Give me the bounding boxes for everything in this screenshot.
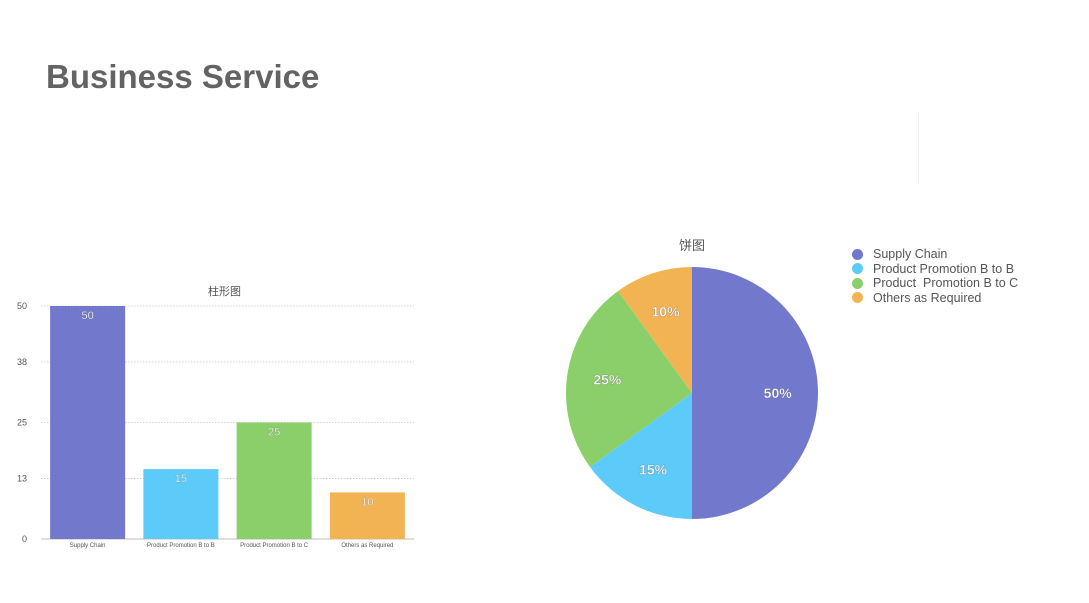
bar-mark [50, 306, 126, 539]
bar-x-tick-label: Others as Required [341, 543, 393, 549]
bar-data-label: 25 [268, 427, 280, 439]
legend-label: Product Promotion B to C [873, 276, 1019, 291]
bar-mark [329, 492, 405, 539]
bar-mark [143, 469, 219, 539]
legend-swatch [852, 248, 863, 260]
bar-data-label: 10 [361, 496, 373, 508]
legend-item: Others as Required [852, 291, 1018, 306]
bar-y-tick-label: 50 [17, 301, 27, 311]
bar-x-tick-label: Product Promotion B to B [147, 543, 215, 549]
legend-swatch [852, 292, 863, 304]
bar-y-tick-label: 0 [22, 534, 27, 544]
bar-data-label: 15 [175, 473, 187, 485]
legend-item: Product Promotion B to B [852, 262, 1018, 277]
pie-slice [566, 291, 692, 468]
legend-label: Product Promotion B to B [873, 261, 1015, 276]
decorative-divider [918, 112, 919, 184]
bar-y-tick-label: 13 [17, 473, 27, 483]
pie-data-label: 25% [593, 372, 622, 388]
pie-slice [590, 393, 692, 519]
pie-legend: Supply Chain Product Promotion B to B Prod… [852, 247, 1018, 305]
bar-data-label: 50 [82, 310, 94, 322]
legend-item: Product Promotion B to C [852, 276, 1018, 291]
legend-swatch [852, 263, 863, 275]
pie-chart-title: 饼图 [679, 239, 706, 254]
legend-label: Supply Chain [873, 247, 948, 262]
bar-y-tick-label: 38 [17, 357, 27, 367]
pie-slice [692, 267, 818, 519]
bar-x-tick-label: Supply Chain [70, 543, 106, 549]
bar-y-tick-label: 25 [17, 418, 27, 428]
legend-label: Others as Required [873, 290, 982, 305]
pie-data-label: 15% [639, 461, 668, 477]
legend-swatch [852, 277, 863, 289]
pie-slice [617, 267, 692, 393]
page-title: Business Service [46, 58, 320, 95]
bar-chart-title: 柱形图 [208, 285, 241, 298]
bar-x-tick-label: Product Promotion B to C [240, 543, 309, 549]
bar-mark [236, 422, 312, 539]
legend-item: Supply Chain [852, 247, 1018, 262]
pie-data-label: 50% [764, 385, 793, 401]
pie-data-label: 10% [652, 304, 681, 320]
